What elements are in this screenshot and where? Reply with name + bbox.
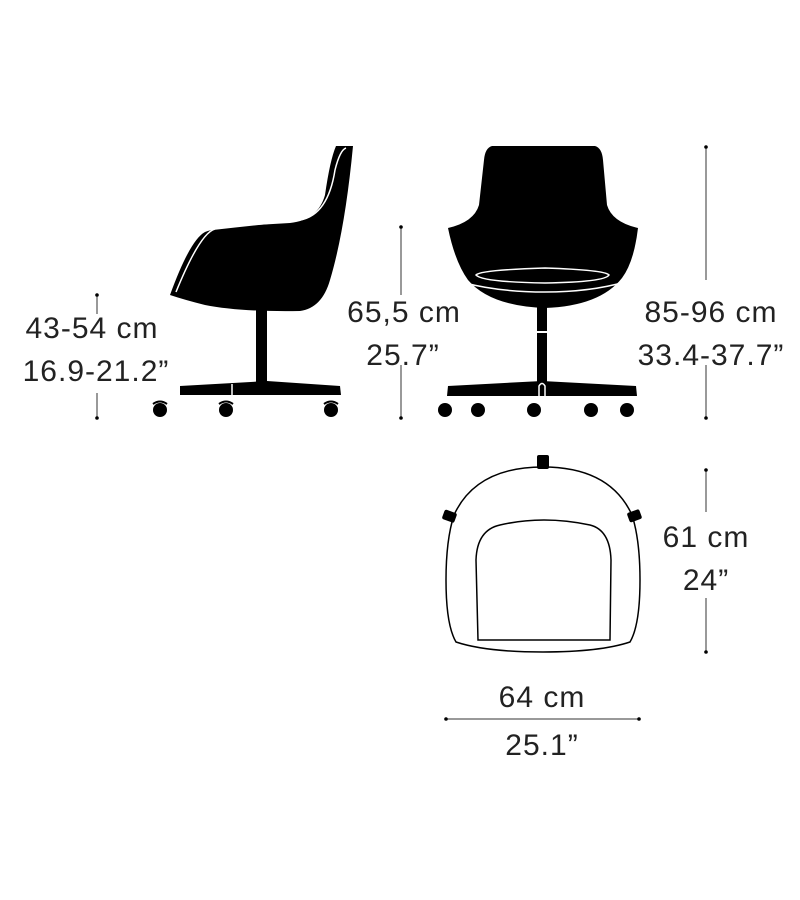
front-view-chair (438, 146, 638, 417)
seat-height-imperial: 16.9-21.2” (22, 355, 170, 388)
total-height-imperial: 33.4-37.7” (637, 339, 785, 372)
width-metric: 64 cm (498, 681, 586, 714)
arm-height-imperial: 25.7” (366, 339, 440, 372)
casters (152, 400, 339, 417)
side-view-chair (152, 146, 353, 417)
depth-imperial: 24” (682, 564, 730, 597)
depth-metric: 61 cm (662, 521, 750, 554)
dimension-lines (96, 147, 707, 720)
dimension-endpoints (95, 145, 708, 721)
width-imperial: 25.1” (505, 729, 579, 762)
seat-height-metric: 43-54 cm (25, 312, 159, 345)
arm-height-metric: 65,5 cm (347, 296, 461, 329)
top-view-chair (442, 455, 642, 653)
total-height-metric: 85-96 cm (644, 296, 778, 329)
casters (438, 403, 634, 417)
